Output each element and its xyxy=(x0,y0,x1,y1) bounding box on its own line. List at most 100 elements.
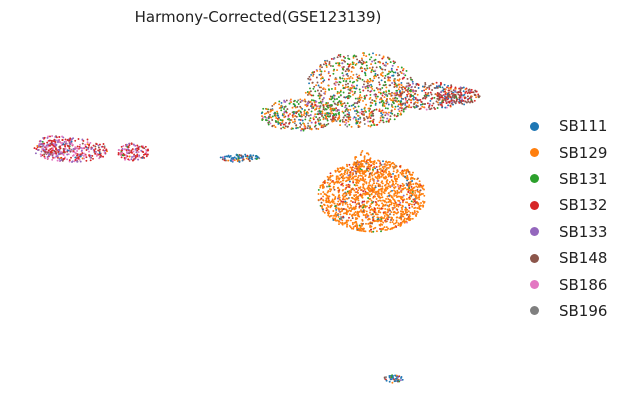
scatter-point xyxy=(317,84,320,87)
scatter-point xyxy=(405,177,408,180)
scatter-point xyxy=(384,218,387,221)
scatter-point xyxy=(344,60,346,63)
scatter-point xyxy=(359,186,362,189)
scatter-point xyxy=(363,123,366,125)
scatter-point xyxy=(346,77,349,80)
scatter-point xyxy=(348,185,350,188)
scatter-point xyxy=(283,127,286,130)
scatter-point xyxy=(316,113,319,116)
scatter-point xyxy=(221,158,224,161)
scatter-point xyxy=(387,103,390,106)
scatter-point xyxy=(351,176,354,179)
scatter-point xyxy=(130,150,133,152)
scatter-point xyxy=(133,155,136,157)
scatter-point xyxy=(283,123,286,126)
scatter-point xyxy=(317,198,320,201)
scatter-point xyxy=(408,104,411,107)
scatter-point xyxy=(354,170,357,173)
scatter-point xyxy=(319,64,322,67)
legend-label: SB133 xyxy=(559,222,608,241)
scatter-point xyxy=(351,90,354,93)
scatter-point xyxy=(342,91,345,94)
scatter-point xyxy=(359,193,362,196)
scatter-point xyxy=(352,226,355,229)
scatter-point xyxy=(346,165,349,168)
scatter-point xyxy=(361,200,364,203)
scatter-point xyxy=(349,63,352,66)
scatter-point xyxy=(120,149,123,152)
scatter-point xyxy=(292,121,294,124)
scatter-point xyxy=(117,149,120,151)
scatter-point xyxy=(42,148,45,151)
scatter-point xyxy=(390,175,393,178)
scatter-point xyxy=(398,83,401,86)
scatter-point xyxy=(315,76,318,79)
scatter-point xyxy=(474,89,477,92)
scatter-point xyxy=(76,153,79,156)
scatter-point xyxy=(338,210,341,213)
scatter-point xyxy=(399,184,402,187)
scatter-point xyxy=(454,102,457,105)
scatter-point xyxy=(387,173,389,176)
scatter-point xyxy=(372,219,375,222)
legend-label: SB131 xyxy=(559,169,608,188)
scatter-point xyxy=(353,102,356,105)
scatter-point xyxy=(414,92,417,95)
scatter-point xyxy=(248,160,251,162)
scatter-point xyxy=(332,109,335,112)
scatter-point xyxy=(391,74,394,77)
scatter-point xyxy=(348,209,351,212)
scatter-point xyxy=(395,89,398,92)
scatter-point xyxy=(304,104,307,106)
scatter-point xyxy=(416,83,419,85)
scatter-point xyxy=(335,177,338,179)
scatter-point xyxy=(369,226,372,228)
scatter-point xyxy=(436,107,439,109)
scatter-point xyxy=(78,154,81,157)
scatter-point xyxy=(400,213,403,215)
scatter-point xyxy=(376,88,379,91)
scatter-point xyxy=(361,70,364,73)
scatter-point xyxy=(304,115,307,118)
scatter-point xyxy=(368,159,371,162)
scatter-point xyxy=(418,180,421,183)
scatter-point xyxy=(355,165,358,168)
scatter-point xyxy=(402,174,405,177)
scatter-point xyxy=(404,74,407,77)
scatter-point xyxy=(223,157,226,160)
scatter-point xyxy=(400,94,403,96)
scatter-point xyxy=(141,146,144,149)
scatter-point xyxy=(469,96,472,99)
scatter-point xyxy=(338,178,341,181)
scatter-point xyxy=(446,86,448,89)
scatter-point xyxy=(318,97,321,100)
scatter-point xyxy=(367,80,370,83)
scatter-point xyxy=(383,77,386,80)
scatter-point xyxy=(338,223,340,226)
scatter-point xyxy=(326,115,329,118)
scatter-point xyxy=(375,87,378,89)
scatter-point xyxy=(345,108,348,111)
scatter-point xyxy=(373,191,376,194)
scatter-point xyxy=(390,109,393,112)
scatter-point xyxy=(351,215,354,218)
scatter-point xyxy=(78,158,81,161)
scatter-point xyxy=(392,213,395,216)
scatter-point xyxy=(337,54,340,57)
scatter-point xyxy=(383,192,386,195)
scatter-point xyxy=(267,121,270,124)
scatter-point xyxy=(432,102,435,105)
scatter-point xyxy=(371,208,374,211)
scatter-point xyxy=(470,91,473,94)
scatter-point xyxy=(350,177,353,180)
scatter-point xyxy=(463,103,466,106)
scatter-point xyxy=(399,90,401,92)
scatter-point xyxy=(398,187,401,190)
scatter-point xyxy=(326,119,329,122)
scatter-point xyxy=(317,110,320,113)
scatter-point xyxy=(363,80,366,83)
scatter-point xyxy=(367,120,370,123)
scatter-point xyxy=(297,113,300,116)
scatter-point xyxy=(47,149,50,152)
scatter-point xyxy=(455,99,458,101)
